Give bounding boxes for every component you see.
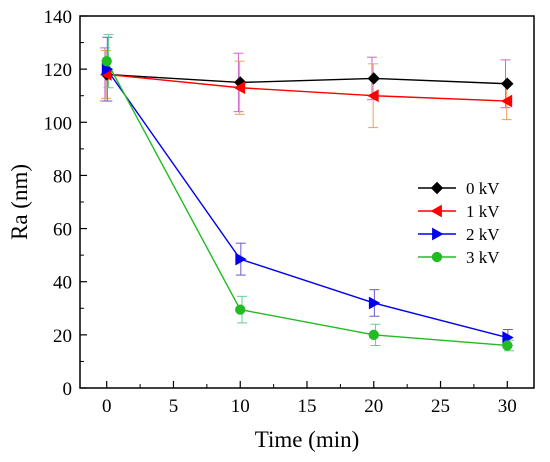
point-2-kv [368, 296, 381, 310]
point-0-kv [501, 77, 514, 90]
legend-label-2-kv: 2 kV [466, 225, 500, 244]
point-3-kv [368, 329, 379, 341]
y-tick-label: 20 [53, 326, 72, 347]
point-1-kv [367, 89, 379, 103]
series-lines [106, 60, 508, 347]
legend-marker-1-kv [430, 204, 442, 218]
y-tick-label: 0 [63, 379, 73, 400]
x-axis-label: Time (min) [255, 427, 360, 452]
point-1-kv [233, 81, 246, 95]
y-axis-label: Ra (nm) [7, 164, 32, 240]
point-3-kv [235, 304, 246, 315]
series-markers [100, 55, 514, 351]
legend-marker-0-kv [430, 181, 444, 195]
y-tick-label: 60 [53, 220, 72, 241]
y-tick-label: 80 [53, 166, 72, 187]
point-0-kv [367, 72, 380, 85]
y-tick-label: 100 [44, 113, 73, 134]
y-tick-label: 120 [44, 60, 73, 81]
series-line-2-kv [106, 68, 508, 339]
axis-ticks: 0 5 10 15 20 25 30 0 20 40 60 80 100 120 140 [44, 7, 517, 417]
legend-label-0-kv: 0 kV [466, 179, 500, 198]
y-tick-label: 140 [44, 7, 73, 28]
point-1-kv [500, 94, 513, 108]
legend-label-1-kv: 1 kV [466, 202, 500, 221]
point-2-kv [502, 331, 514, 344]
point-2-kv [235, 252, 247, 266]
x-tick-label: 25 [431, 396, 450, 417]
legend: 0 kV 1 kV 2 kV 3 kV [418, 179, 500, 267]
y-tick-label: 40 [53, 273, 72, 294]
series-line-3-kv [106, 60, 508, 347]
point-3-kv [502, 340, 513, 351]
x-tick-label: 15 [298, 396, 317, 417]
x-tick-label: 0 [102, 396, 112, 417]
point-3-kv [101, 55, 112, 67]
series-line-1-kv [106, 73, 508, 102]
x-tick-label: 30 [498, 396, 517, 417]
x-tick-label: 5 [169, 396, 179, 417]
legend-label-3-kv: 3 kV [466, 248, 500, 267]
legend-marker-3-kv [431, 251, 443, 263]
point-2-kv [101, 62, 114, 76]
legend-marker-2-kv [432, 227, 444, 241]
series-line-0-kv [106, 73, 508, 85]
x-tick-label: 20 [364, 396, 383, 417]
x-tick-label: 10 [231, 396, 250, 417]
